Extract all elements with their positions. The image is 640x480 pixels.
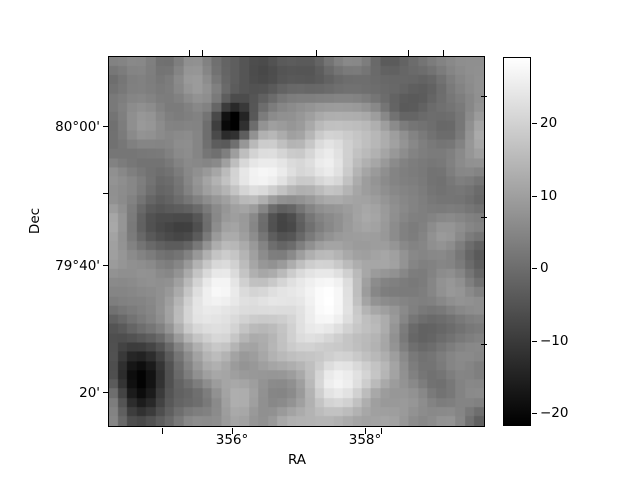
ytick-label-79d40m: 79°40' <box>55 258 100 274</box>
sky-map-image <box>109 57 484 426</box>
colorbar[interactable] <box>503 57 531 426</box>
colorbar-tick-20 <box>532 123 537 125</box>
colorbar-label-10: 10 <box>540 188 558 204</box>
y-axis-title: Dec <box>27 207 44 235</box>
tick-top-4 <box>408 50 410 56</box>
colorbar-tick-10 <box>532 196 537 198</box>
tick-bottom-1 <box>162 428 164 434</box>
tick-top-5 <box>443 50 445 56</box>
tick-top-3 <box>316 50 318 56</box>
ytick-label-20m: 20' <box>79 385 100 401</box>
tick-right-1 <box>481 96 487 98</box>
tick-left-1 <box>103 126 109 128</box>
tick-left-2 <box>103 193 109 195</box>
colorbar-label-0: 0 <box>540 260 549 276</box>
colorbar-label-m10: −10 <box>540 333 569 349</box>
x-axis-title: RA <box>287 452 307 468</box>
sky-map-axes[interactable] <box>108 56 485 427</box>
tick-right-2 <box>481 217 487 219</box>
colorbar-tick-m20 <box>532 413 537 415</box>
tick-bottom-4 <box>381 428 383 434</box>
colorbar-label-20: 20 <box>540 115 558 131</box>
colorbar-tick-0 <box>532 268 537 270</box>
tick-bottom-3 <box>365 428 367 434</box>
tick-left-3 <box>103 265 109 267</box>
tick-left-4 <box>103 392 109 394</box>
tick-top-2 <box>202 50 204 56</box>
colorbar-label-m20: −20 <box>540 405 569 421</box>
tick-top-1 <box>189 50 191 56</box>
xtick-label-358: 358° <box>348 432 382 448</box>
ytick-label-80d00m: 80°00' <box>55 119 100 135</box>
colorbar-tick-m10 <box>532 341 537 343</box>
xtick-label-356: 356° <box>215 432 249 448</box>
tick-right-3 <box>481 344 487 346</box>
tick-bottom-2 <box>232 428 234 434</box>
